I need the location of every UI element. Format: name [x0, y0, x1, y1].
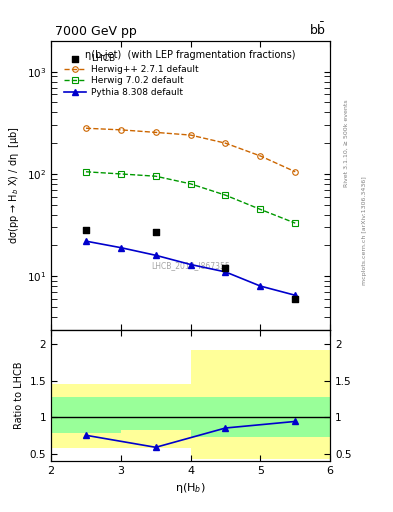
- Line: Herwig++ 2.7.1 default: Herwig++ 2.7.1 default: [83, 125, 298, 175]
- Pythia 8.308 default: [188, 262, 193, 268]
- Herwig 7.0.2 default: [293, 220, 298, 226]
- Text: η(b-jet)  (with LEP fragmentation fractions): η(b-jet) (with LEP fragmentation fractio…: [85, 50, 296, 59]
- Text: Rivet 3.1.10, ≥ 500k events: Rivet 3.1.10, ≥ 500k events: [344, 99, 349, 187]
- Herwig 7.0.2 default: [153, 173, 158, 179]
- Y-axis label: dσ(pp → H$_b$ X) / dη  [μb]: dσ(pp → H$_b$ X) / dη [μb]: [7, 126, 21, 244]
- Pythia 8.308 default: [153, 252, 158, 259]
- Text: 7000 GeV pp: 7000 GeV pp: [55, 26, 137, 38]
- LHCB: [152, 228, 159, 236]
- LHCB: [292, 295, 298, 303]
- Herwig 7.0.2 default: [84, 169, 88, 175]
- Herwig++ 2.7.1 default: [258, 153, 263, 159]
- Y-axis label: Ratio to LHCB: Ratio to LHCB: [14, 361, 24, 429]
- Herwig++ 2.7.1 default: [293, 169, 298, 175]
- Herwig++ 2.7.1 default: [223, 140, 228, 146]
- Herwig++ 2.7.1 default: [84, 125, 88, 131]
- Text: mcplots.cern.ch [arXiv:1306.3436]: mcplots.cern.ch [arXiv:1306.3436]: [362, 176, 367, 285]
- Text: LHCB_2010_I867355: LHCB_2010_I867355: [151, 262, 230, 271]
- Herwig++ 2.7.1 default: [119, 127, 123, 133]
- Herwig 7.0.2 default: [119, 171, 123, 177]
- Pythia 8.308 default: [258, 283, 263, 289]
- Herwig 7.0.2 default: [188, 181, 193, 187]
- Pythia 8.308 default: [119, 245, 123, 251]
- Pythia 8.308 default: [293, 292, 298, 298]
- Text: b$\bar{\mathrm{b}}$: b$\bar{\mathrm{b}}$: [309, 22, 326, 38]
- Herwig++ 2.7.1 default: [188, 132, 193, 138]
- Legend: LHCB, Herwig++ 2.7.1 default, Herwig 7.0.2 default, Pythia 8.308 default: LHCB, Herwig++ 2.7.1 default, Herwig 7.0…: [61, 51, 201, 99]
- X-axis label: η(H$_b$): η(H$_b$): [175, 481, 206, 495]
- Pythia 8.308 default: [223, 269, 228, 275]
- Herwig 7.0.2 default: [258, 206, 263, 212]
- LHCB: [222, 264, 229, 272]
- LHCB: [83, 226, 89, 234]
- Herwig 7.0.2 default: [223, 192, 228, 198]
- Pythia 8.308 default: [84, 238, 88, 244]
- Line: Herwig 7.0.2 default: Herwig 7.0.2 default: [83, 169, 298, 226]
- Line: Pythia 8.308 default: Pythia 8.308 default: [83, 239, 298, 298]
- Herwig++ 2.7.1 default: [153, 130, 158, 136]
